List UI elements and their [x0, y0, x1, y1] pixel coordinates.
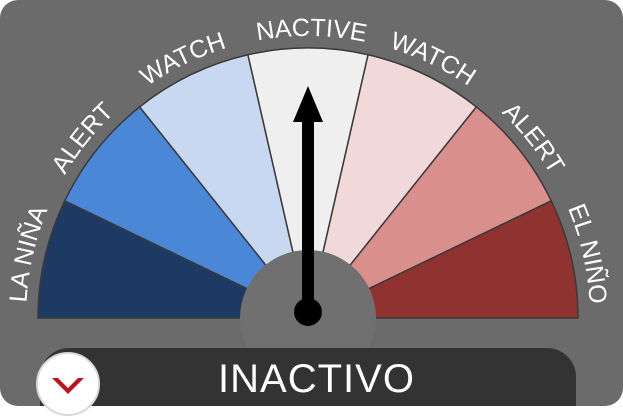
needle-shaft [302, 110, 314, 310]
gauge-segment-2 [138, 53, 309, 319]
toggle-button[interactable] [36, 352, 100, 416]
gauge-segment-6 [307, 199, 579, 319]
enso-gauge: LA NIÑAALERTWATCHINACTIVEWATCHALERTEL NI… [0, 0, 623, 406]
status-text: INACTIVO [218, 357, 415, 401]
status-bar [40, 348, 576, 406]
gauge-needle [293, 86, 323, 326]
gauge-segment-0 [37, 199, 309, 319]
chevron-down-icon [52, 378, 84, 394]
needle-arrowhead [293, 86, 323, 122]
gauge-segment-5 [307, 105, 553, 319]
gauge-segment-4 [307, 53, 478, 319]
needle-pivot [294, 298, 322, 326]
gauge-segment-1 [63, 105, 309, 319]
